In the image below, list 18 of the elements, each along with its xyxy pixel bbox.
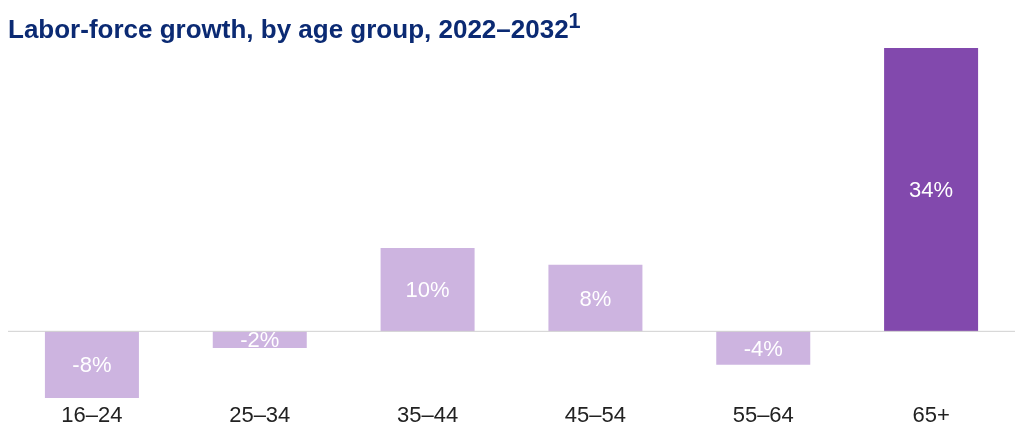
data-label: -2% [240,327,280,353]
bar [716,331,811,365]
x-tick-label: 65+ [912,401,950,427]
x-tick-label: 55–64 [732,401,794,427]
data-label: -8% [72,352,112,378]
chart-title: Labor-force growth, by age group, 2022–2032$^{1}$ [8,8,582,44]
data-label: 8% [579,285,612,311]
x-tick-label: 25–34 [229,401,291,427]
bar [380,248,475,332]
data-label: -4% [743,335,783,361]
x-tick-label: 35–44 [396,401,459,427]
bar [548,264,643,332]
bar [44,331,139,398]
data-label: 34% [909,177,954,203]
data-label: 10% [405,277,450,303]
x-tick-label: 16–24 [61,401,123,427]
bar [884,48,979,332]
x-tick-label: 45–54 [564,401,627,427]
